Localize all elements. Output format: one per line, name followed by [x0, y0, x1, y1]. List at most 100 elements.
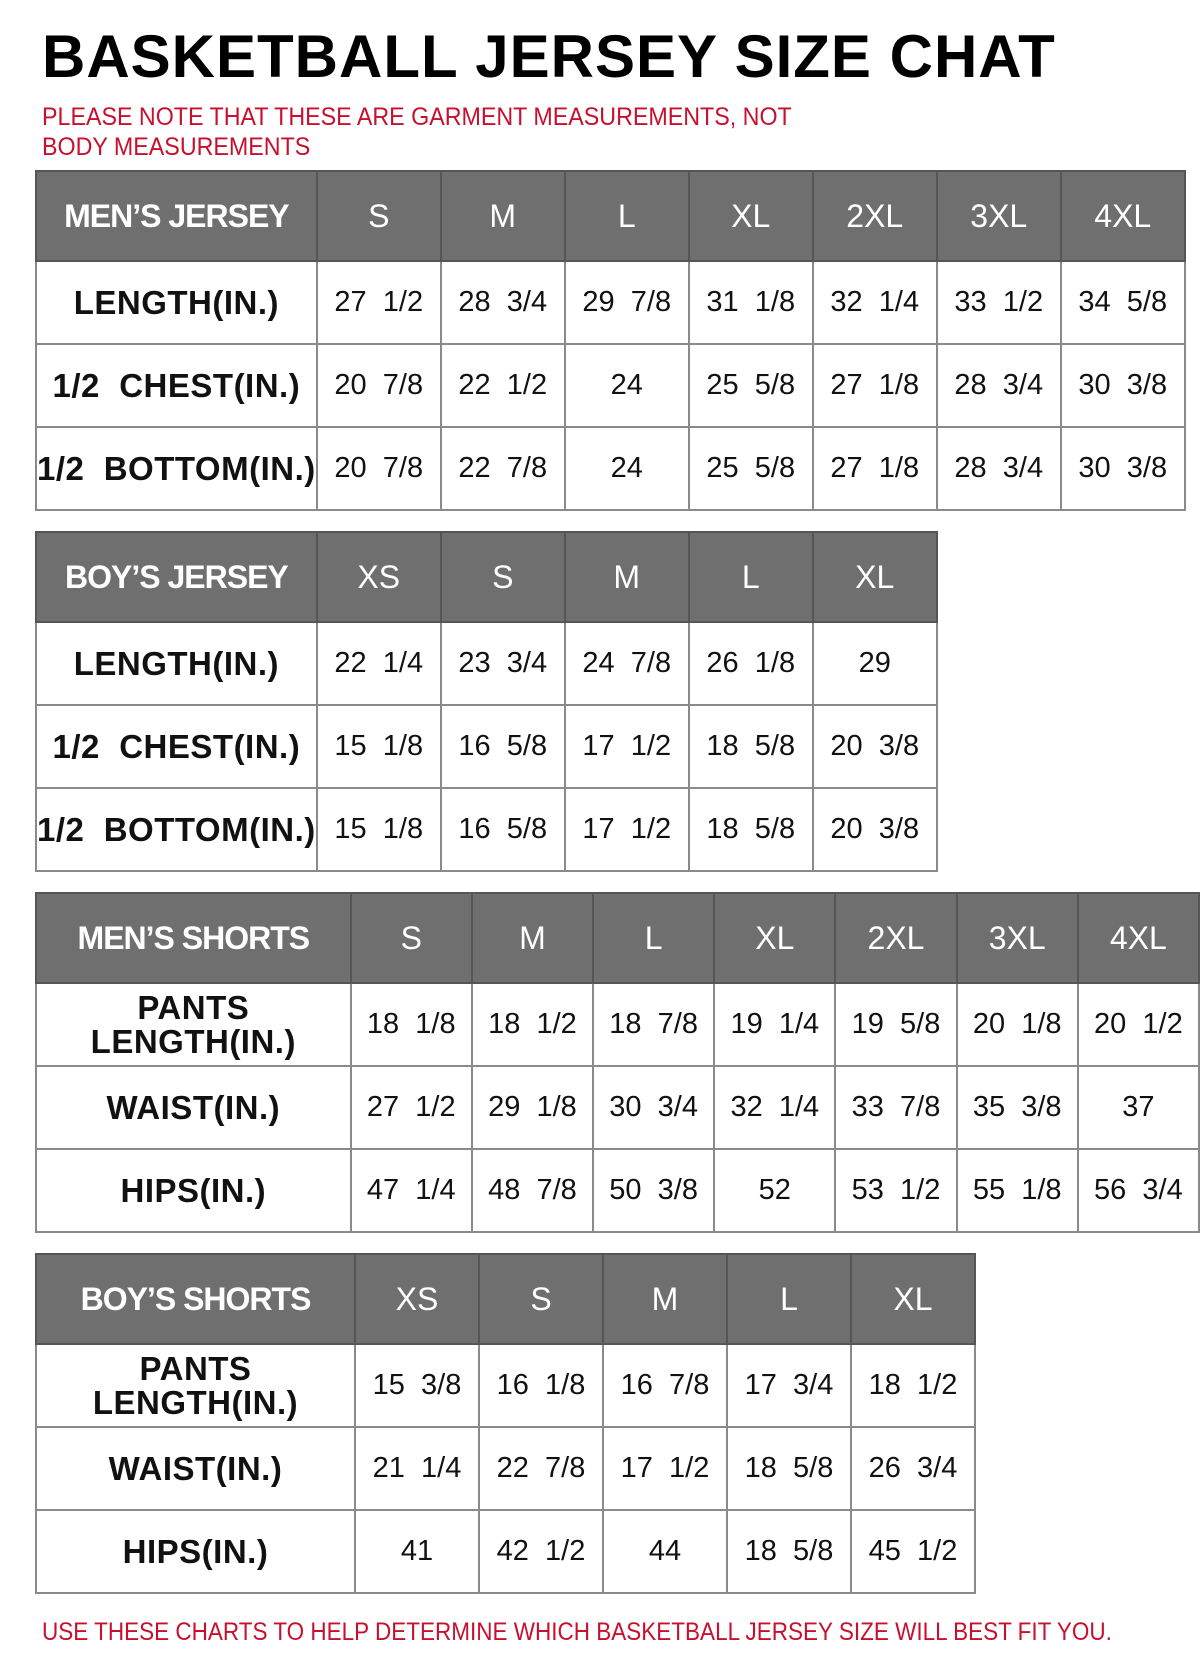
measurement-value: 24: [563, 343, 690, 428]
size-header: 4XL: [1076, 892, 1200, 984]
page-title: BASKETBALL JERSEY SIZE CHAT: [42, 23, 1056, 90]
measurement-value: 20 1/8: [955, 982, 1079, 1067]
measurement-value: 29 1/8: [470, 1065, 595, 1150]
measurement-value: 28 3/4: [935, 426, 1062, 511]
table-row: PANTS LENGTH(IN.) 15 3/8 16 1/8 16 7/8 17 3/…: [35, 1343, 976, 1428]
measurement-value: 21 1/4: [354, 1426, 480, 1511]
measurement-value: 17 3/4: [726, 1343, 852, 1428]
size-header: XL: [811, 531, 938, 623]
size-header: S: [478, 1253, 604, 1345]
size-header: XL: [687, 170, 814, 262]
size-header: L: [687, 531, 814, 623]
measurement-label: PANTS LENGTH(IN.): [35, 1343, 356, 1428]
size-header: S: [315, 170, 442, 262]
measurement-value: 53 1/2: [834, 1148, 958, 1233]
measurement-value: 18 7/8: [592, 982, 716, 1067]
measurement-value: 18 5/8: [726, 1509, 852, 1594]
measurement-value: 32 1/4: [811, 260, 938, 345]
table-row: WAIST(IN.) 27 1/2 29 1/8 30 3/4 32 1/4 33 7/8…: [35, 1065, 1200, 1150]
measurement-value: 16 1/8: [478, 1343, 604, 1428]
mens-shorts-table: MEN’S SHORTS S M L XL 2XL 3XL 4XL PANTS LENGTH(I…: [35, 892, 1200, 1233]
table-row: WAIST(IN.) 21 1/4 22 7/8 17 1/2 18 5/8 26 3/4: [35, 1426, 976, 1511]
size-header: M: [470, 892, 595, 984]
size-header: L: [592, 892, 716, 984]
measurement-value: 23 3/4: [439, 621, 566, 706]
measurement-value: 24 7/8: [563, 621, 690, 706]
measurement-value: 30 3/4: [592, 1065, 716, 1150]
measurement-value: 16 7/8: [602, 1343, 728, 1428]
measurement-label: HIPS(IN.): [35, 1509, 356, 1594]
measurement-value: 37: [1076, 1065, 1200, 1150]
measurement-value: 15 1/8: [315, 704, 442, 789]
size-header: 2XL: [834, 892, 958, 984]
measurement-label: WAIST(IN.): [35, 1065, 352, 1150]
measurement-label: 1/2 BOTTOM(IN.): [35, 426, 318, 511]
table-row: PANTS LENGTH(IN.) 18 1/8 18 1/2 18 7/8 19 1/…: [35, 982, 1200, 1067]
measurement-value: 35 3/8: [955, 1065, 1079, 1150]
measurement-value: 19 5/8: [834, 982, 958, 1067]
measurement-value: 22 1/2: [439, 343, 566, 428]
table-row: 1/2 CHEST(IN.) 20 7/8 22 1/2 24 25 5/8 27 1/8…: [35, 343, 1186, 428]
measurement-value: 42 1/2: [478, 1509, 604, 1594]
size-header: S: [439, 531, 566, 623]
measurement-value: 33 7/8: [834, 1065, 958, 1150]
table-header-row: BOY’S JERSEY XS S M L XL: [35, 531, 938, 623]
measurement-value: 44: [602, 1509, 728, 1594]
measurement-value: 20 1/2: [1076, 982, 1200, 1067]
measurement-value: 18 5/8: [687, 704, 814, 789]
measurement-value: 15 1/8: [315, 787, 442, 872]
measurement-value: 41: [354, 1509, 480, 1594]
measurement-value: 20 7/8: [315, 343, 442, 428]
measurement-value: 20 3/8: [811, 704, 938, 789]
measurement-value: 32 1/4: [713, 1065, 837, 1150]
measurement-label: WAIST(IN.): [35, 1426, 356, 1511]
measurement-value: 18 5/8: [687, 787, 814, 872]
measurement-value: 26 1/8: [687, 621, 814, 706]
measurement-value: 30 3/8: [1059, 343, 1186, 428]
footer-note: USE THESE CHARTS TO HELP DETERMINE WHICH…: [42, 1618, 1112, 1646]
size-header: XS: [315, 531, 442, 623]
size-header: XS: [354, 1253, 480, 1345]
size-header: XL: [713, 892, 837, 984]
measurement-value: 18 5/8: [726, 1426, 852, 1511]
measurement-value: 33 1/2: [935, 260, 1062, 345]
measurement-value: 52: [713, 1148, 837, 1233]
boys-shorts-table: BOY’S SHORTS XS S M L XL PANTS LENGTH(IN.) 15 3…: [35, 1253, 976, 1594]
measurement-value: 18 1/8: [349, 982, 473, 1067]
measurement-value: 19 1/4: [713, 982, 837, 1067]
measurement-value: 29: [811, 621, 938, 706]
measurement-value: 34 5/8: [1059, 260, 1186, 345]
size-header: L: [726, 1253, 852, 1345]
boys-jersey-table: BOY’S JERSEY XS S M L XL LENGTH(IN.) 22 1/4 23 3…: [35, 531, 938, 872]
table-header-row: BOY’S SHORTS XS S M L XL: [35, 1253, 976, 1345]
size-header: M: [602, 1253, 728, 1345]
measurement-value: 30 3/8: [1059, 426, 1186, 511]
size-header: L: [563, 170, 690, 262]
table-row: 1/2 CHEST(IN.) 15 1/8 16 5/8 17 1/2 18 5/8 20…: [35, 704, 938, 789]
measurement-label: 1/2 CHEST(IN.): [35, 343, 318, 428]
table-row: LENGTH(IN.) 27 1/2 28 3/4 29 7/8 31 1/8 32 1/…: [35, 260, 1186, 345]
table-row: HIPS(IN.) 41 42 1/2 44 18 5/8 45 1/2: [35, 1509, 976, 1594]
size-header: S: [349, 892, 473, 984]
measurement-value: 28 3/4: [439, 260, 566, 345]
measurement-value: 28 3/4: [935, 343, 1062, 428]
table-category-header: BOY’S JERSEY: [35, 531, 318, 623]
measurement-value: 29 7/8: [563, 260, 690, 345]
measurement-value: 45 1/2: [850, 1509, 976, 1594]
measurement-value: 27 1/2: [349, 1065, 473, 1150]
measurement-value: 27 1/2: [315, 260, 442, 345]
measurement-value: 16 5/8: [439, 704, 566, 789]
size-header: M: [439, 170, 566, 262]
measurement-value: 47 1/4: [349, 1148, 473, 1233]
measurement-value: 25 5/8: [687, 426, 814, 511]
measurement-value: 22 7/8: [439, 426, 566, 511]
measurement-value: 17 1/2: [563, 704, 690, 789]
size-header: M: [563, 531, 690, 623]
measurement-label: 1/2 CHEST(IN.): [35, 704, 318, 789]
measurement-value: 18 1/2: [470, 982, 595, 1067]
table-category-header: MEN’S JERSEY: [35, 170, 318, 262]
table-row: 1/2 BOTTOM(IN.) 20 7/8 22 7/8 24 25 5/8 27 1/…: [35, 426, 1186, 511]
measurement-value: 24: [563, 426, 690, 511]
measurement-value: 31 1/8: [687, 260, 814, 345]
measurement-value: 20 3/8: [811, 787, 938, 872]
